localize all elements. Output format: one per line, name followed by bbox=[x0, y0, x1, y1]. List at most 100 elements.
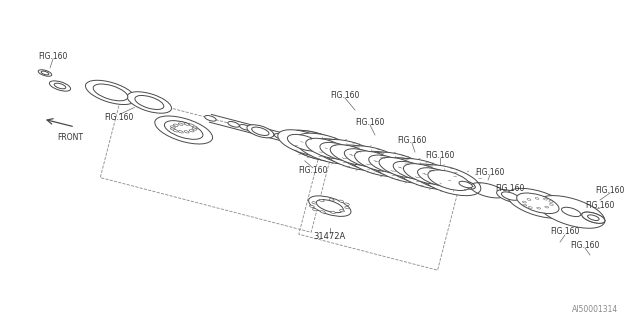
Ellipse shape bbox=[228, 122, 239, 127]
Ellipse shape bbox=[522, 196, 553, 211]
Ellipse shape bbox=[286, 137, 298, 142]
Ellipse shape bbox=[247, 125, 274, 138]
Ellipse shape bbox=[459, 181, 472, 188]
Ellipse shape bbox=[393, 161, 431, 180]
Ellipse shape bbox=[205, 116, 216, 121]
Ellipse shape bbox=[189, 130, 194, 132]
Ellipse shape bbox=[275, 134, 286, 139]
Ellipse shape bbox=[582, 212, 605, 223]
Ellipse shape bbox=[308, 196, 351, 216]
Ellipse shape bbox=[550, 204, 554, 205]
Ellipse shape bbox=[284, 130, 348, 161]
Ellipse shape bbox=[417, 168, 456, 187]
Ellipse shape bbox=[330, 211, 335, 213]
Ellipse shape bbox=[252, 127, 269, 135]
Ellipse shape bbox=[428, 170, 470, 190]
Text: FIG.160: FIG.160 bbox=[38, 52, 68, 60]
Ellipse shape bbox=[337, 145, 390, 171]
Text: FIG.160: FIG.160 bbox=[550, 228, 580, 236]
Ellipse shape bbox=[344, 146, 408, 177]
Ellipse shape bbox=[582, 212, 605, 223]
Ellipse shape bbox=[321, 211, 325, 213]
Ellipse shape bbox=[173, 124, 178, 126]
Ellipse shape bbox=[523, 204, 527, 206]
Ellipse shape bbox=[330, 199, 334, 201]
Text: FIG.160: FIG.160 bbox=[105, 113, 134, 122]
Ellipse shape bbox=[135, 95, 164, 109]
Ellipse shape bbox=[456, 180, 476, 189]
Ellipse shape bbox=[320, 142, 358, 161]
Ellipse shape bbox=[393, 158, 456, 189]
Ellipse shape bbox=[501, 192, 519, 200]
Ellipse shape bbox=[192, 126, 197, 128]
Ellipse shape bbox=[385, 158, 440, 184]
Ellipse shape bbox=[340, 210, 344, 212]
Ellipse shape bbox=[86, 80, 136, 105]
Ellipse shape bbox=[184, 123, 189, 125]
Ellipse shape bbox=[561, 207, 580, 217]
Ellipse shape bbox=[410, 164, 464, 190]
Ellipse shape bbox=[164, 121, 203, 139]
Text: FIG.160: FIG.160 bbox=[355, 117, 385, 126]
Ellipse shape bbox=[311, 143, 321, 148]
Ellipse shape bbox=[545, 206, 548, 208]
Text: FIG.160: FIG.160 bbox=[570, 241, 600, 250]
Ellipse shape bbox=[127, 92, 172, 113]
Ellipse shape bbox=[184, 131, 189, 133]
Ellipse shape bbox=[549, 201, 553, 203]
Ellipse shape bbox=[369, 152, 432, 183]
Ellipse shape bbox=[527, 199, 531, 200]
Ellipse shape bbox=[379, 157, 421, 178]
Ellipse shape bbox=[537, 207, 541, 209]
Text: FIG.160: FIG.160 bbox=[330, 91, 360, 100]
Ellipse shape bbox=[344, 203, 349, 205]
Ellipse shape bbox=[170, 122, 197, 134]
Ellipse shape bbox=[355, 151, 397, 172]
Ellipse shape bbox=[543, 198, 547, 200]
Ellipse shape bbox=[239, 124, 251, 130]
Ellipse shape bbox=[295, 133, 359, 164]
Ellipse shape bbox=[535, 197, 539, 199]
Text: 31472A: 31472A bbox=[314, 232, 346, 241]
Ellipse shape bbox=[330, 145, 372, 165]
Ellipse shape bbox=[155, 116, 212, 144]
Text: FIG.160: FIG.160 bbox=[426, 150, 454, 159]
Ellipse shape bbox=[38, 70, 52, 76]
Ellipse shape bbox=[312, 209, 317, 211]
Ellipse shape bbox=[529, 206, 532, 208]
Ellipse shape bbox=[339, 200, 344, 202]
Ellipse shape bbox=[287, 134, 322, 151]
Ellipse shape bbox=[319, 140, 383, 170]
Ellipse shape bbox=[507, 188, 569, 218]
Ellipse shape bbox=[497, 189, 524, 203]
Ellipse shape bbox=[345, 206, 349, 209]
Ellipse shape bbox=[516, 193, 559, 213]
Ellipse shape bbox=[588, 215, 599, 220]
Text: FRONT: FRONT bbox=[57, 132, 83, 141]
Ellipse shape bbox=[309, 205, 314, 207]
Ellipse shape bbox=[403, 164, 446, 184]
Ellipse shape bbox=[312, 139, 366, 165]
Ellipse shape bbox=[170, 128, 175, 130]
Text: FIG.160: FIG.160 bbox=[495, 183, 525, 193]
Ellipse shape bbox=[522, 201, 526, 203]
Ellipse shape bbox=[189, 124, 194, 126]
Ellipse shape bbox=[344, 149, 383, 167]
Ellipse shape bbox=[173, 130, 179, 132]
Ellipse shape bbox=[170, 126, 175, 128]
Text: AI50001314: AI50001314 bbox=[572, 306, 618, 315]
Ellipse shape bbox=[284, 130, 348, 161]
Ellipse shape bbox=[49, 81, 70, 91]
Text: FIG.160: FIG.160 bbox=[298, 166, 328, 175]
Ellipse shape bbox=[291, 136, 318, 149]
Text: FIG.160: FIG.160 bbox=[586, 201, 614, 210]
Ellipse shape bbox=[179, 123, 183, 125]
Ellipse shape bbox=[312, 202, 317, 204]
Ellipse shape bbox=[417, 165, 481, 196]
Ellipse shape bbox=[306, 138, 348, 159]
Text: FIG.160: FIG.160 bbox=[397, 135, 427, 145]
Ellipse shape bbox=[251, 128, 262, 133]
Ellipse shape bbox=[361, 151, 415, 178]
Text: FIG.160: FIG.160 bbox=[595, 186, 625, 195]
Ellipse shape bbox=[41, 71, 49, 75]
